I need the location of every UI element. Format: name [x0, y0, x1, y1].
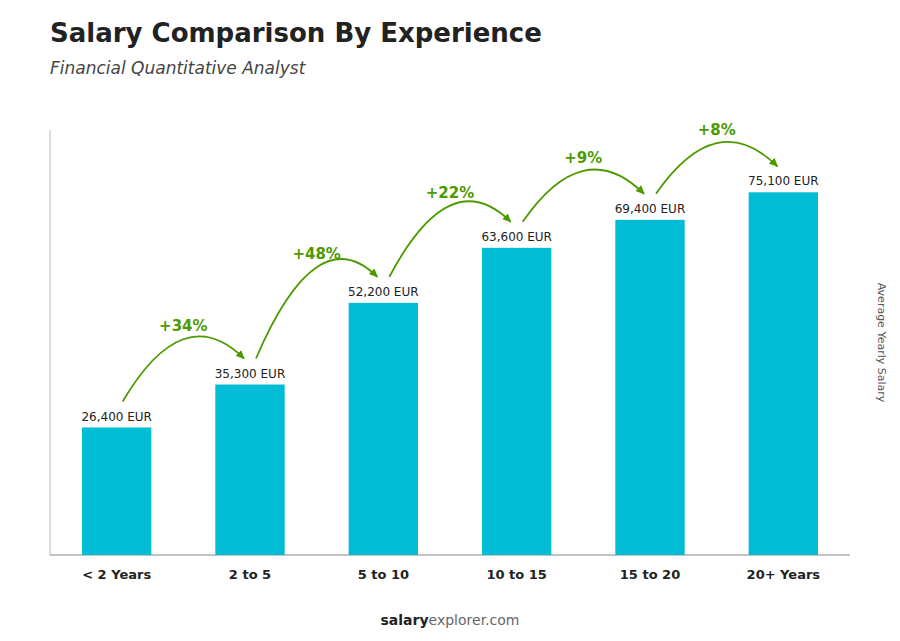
arc-arrow: [256, 259, 377, 358]
bars: [82, 192, 818, 555]
arc-arrow: [656, 142, 777, 194]
title: Salary Comparison By Experience: [50, 18, 542, 48]
arc-arrow: [123, 336, 244, 401]
footer-part: explorer.com: [429, 612, 520, 628]
bar: [349, 303, 418, 555]
bar: [482, 248, 551, 555]
data-label: 26,400 EUR: [81, 410, 152, 424]
chart: Salary Comparison By Experience Financial…: [0, 0, 900, 641]
bar: [82, 428, 151, 556]
annotation: +9%: [564, 149, 602, 167]
x-axis-line: [50, 555, 850, 556]
y-axis-line: [50, 130, 51, 555]
x-tick-label: 20+ Years: [747, 567, 821, 582]
annotation: +34%: [159, 317, 207, 335]
data-label: 75,100 EUR: [748, 174, 819, 188]
y-axis-label: Average Yearly Salary: [875, 283, 888, 403]
footer: salaryexplorer.com: [381, 612, 520, 628]
bar: [749, 192, 818, 555]
arc-arrow: [523, 170, 644, 222]
subtitle: Financial Quantitative Analyst: [50, 58, 307, 78]
x-tick-label: 15 to 20: [620, 567, 680, 582]
bar: [615, 220, 684, 555]
chart-container: Salary Comparison By Experience Financial…: [0, 0, 900, 641]
x-tick-label: 10 to 15: [486, 567, 546, 582]
data-label: 63,600 EUR: [481, 230, 552, 244]
x-tick-label: 2 to 5: [229, 567, 271, 582]
footer-part: salary: [381, 612, 429, 628]
bar: [215, 385, 284, 555]
x-tick-label: < 2 Years: [82, 567, 151, 582]
data-label: 52,200 EUR: [348, 285, 419, 299]
annotation: +48%: [292, 245, 340, 263]
arc-arrow: [389, 201, 510, 277]
data-label: 35,300 EUR: [215, 367, 286, 381]
x-tick-label: 5 to 10: [358, 567, 409, 582]
data-label: 69,400 EUR: [615, 202, 686, 216]
annotation: +8%: [698, 121, 736, 139]
annotation: +22%: [426, 184, 474, 202]
